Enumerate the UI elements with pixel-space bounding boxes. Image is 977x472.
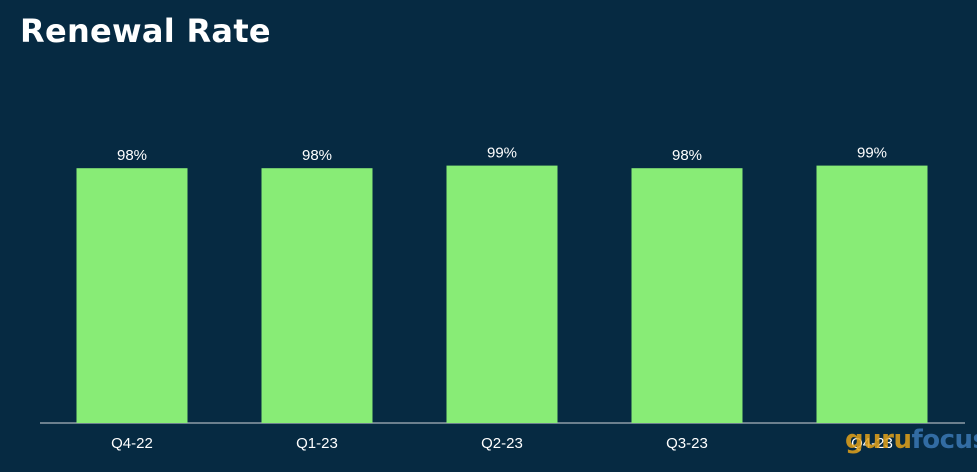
bar-q4-22 [76,168,188,423]
value-labels-group: 98% 98% 99% 98% 99% [117,145,887,165]
watermark-guru: guru [845,425,912,455]
x-tick-label: Q4-23 [851,435,893,452]
x-tick-label: Q4-22 [111,435,153,452]
value-label: 98% [672,147,702,164]
bar-q1-23 [261,168,373,423]
bars-group [76,165,928,423]
watermark-focus: focus [911,425,977,455]
x-tick-label: Q3-23 [666,435,708,452]
bar-q4-23 [816,165,928,423]
chart-title: Renewal Rate [20,12,271,50]
watermark-logo: gurufocus [845,425,977,455]
tick-labels-group: Q4-22 Q1-23 Q2-23 Q3-23 Q4-23 [111,435,893,452]
value-label: 99% [857,145,887,162]
value-label: 98% [117,147,147,164]
bar-q2-23 [446,165,558,423]
x-tick-label: Q1-23 [296,435,338,452]
x-tick-label: Q2-23 [481,435,523,452]
value-label: 98% [302,147,332,164]
bar-q3-23 [631,168,743,423]
value-label: 99% [487,145,517,162]
